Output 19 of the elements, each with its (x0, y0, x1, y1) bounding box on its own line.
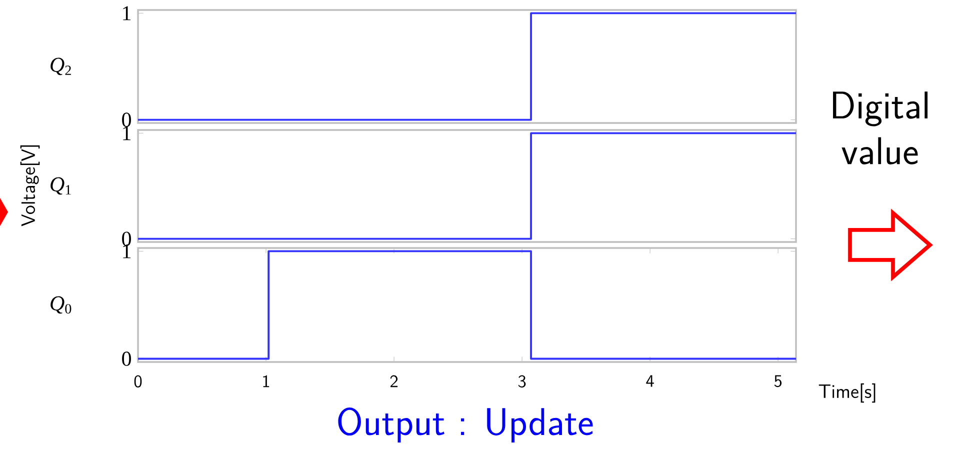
text: Voltage[V] (20, 145, 40, 226)
y-tick-label: 1 (123, 244, 131, 258)
text: Output : Update (338, 407, 593, 442)
x-tick-label: 5 (774, 375, 782, 388)
x-tick-label: 4 (646, 375, 654, 387)
y-tick-label: 0 (122, 232, 131, 246)
x-tick-label: 2 (390, 375, 398, 388)
x-axis-title: Time[s] (818, 383, 876, 403)
y-tick-label: 1 (123, 6, 131, 20)
y-axis-title: Q$_{0}$ (50, 296, 72, 314)
y-tick-label: 1 (123, 126, 131, 140)
x-tick-label: 3 (518, 375, 526, 388)
x-tick-label: 0 (134, 375, 142, 388)
y-axis-title: Q$_{1}$ (50, 177, 71, 195)
x-tick-label: 1 (263, 375, 270, 388)
y-axis-title: Q$_{2}$ (50, 58, 71, 76)
text: Digital value (833, 92, 928, 164)
y-tick-label: 0 (122, 112, 131, 127)
y-tick-label: 0 (122, 352, 131, 366)
